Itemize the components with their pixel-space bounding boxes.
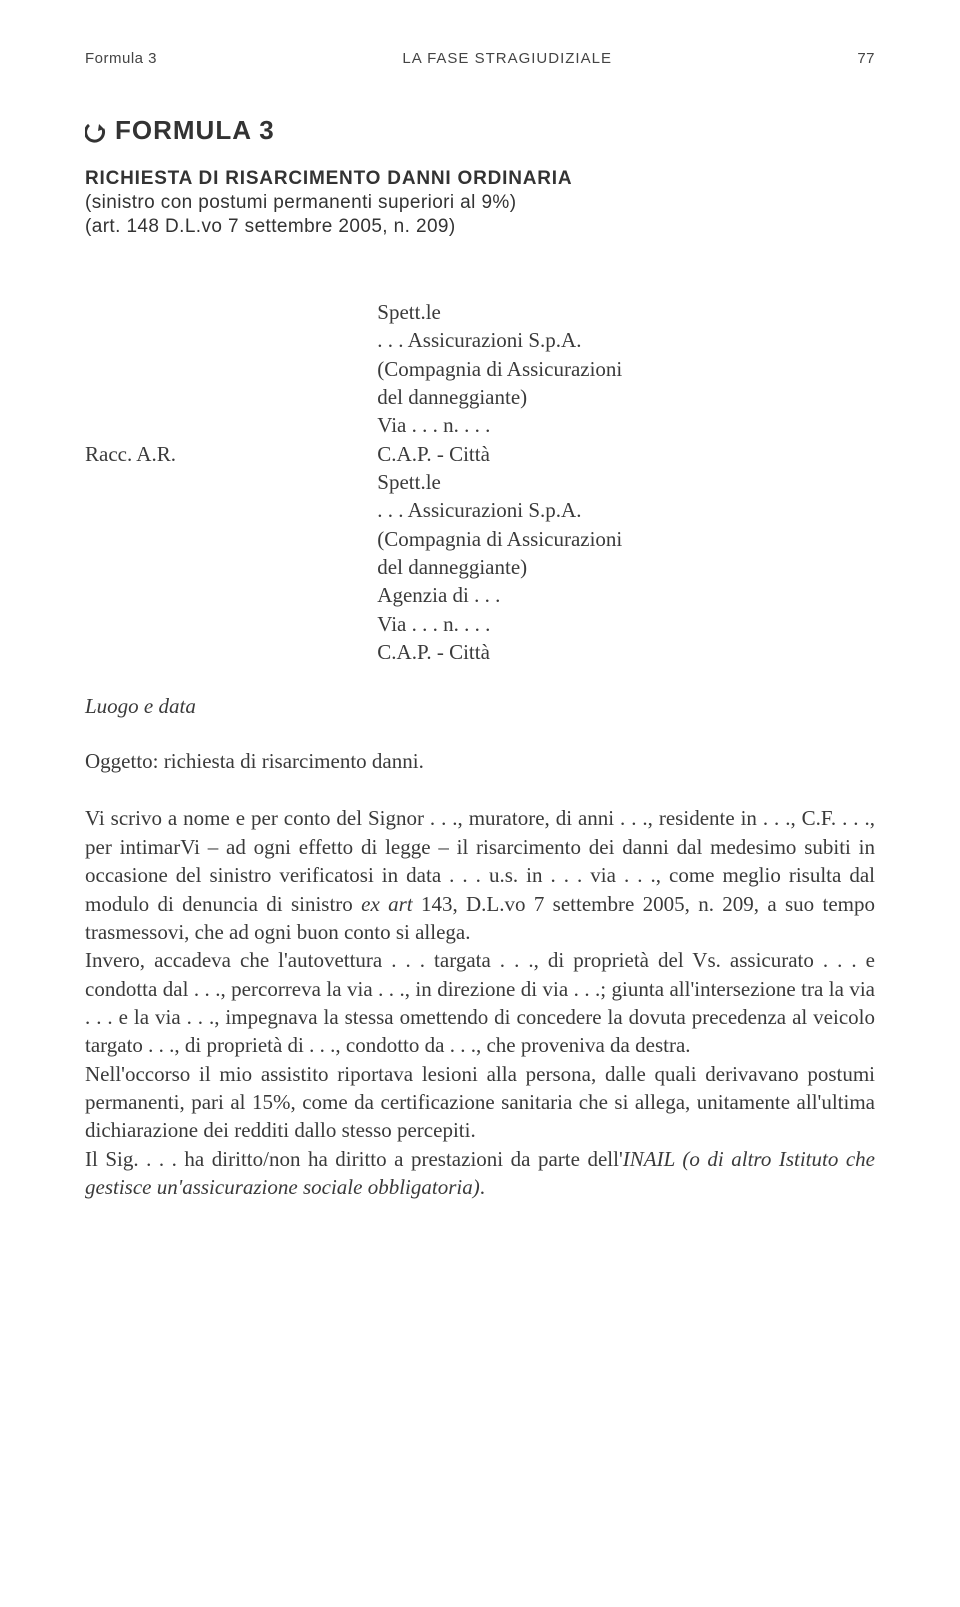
place-and-date: Luogo e data [85, 694, 875, 719]
address-block: Spett.le . . . Assicurazioni S.p.A. (Com… [85, 298, 875, 666]
body-p4-part-b: . [480, 1175, 485, 1199]
addressee-2-line5: Agenzia di . . . [377, 581, 875, 609]
addressee-1-line3: (Compagnia di Assicurazioni [377, 355, 875, 383]
document-reference: (art. 148 D.L.vo 7 settembre 2005, n. 20… [85, 216, 875, 238]
subject-line: Oggetto: richiesta di risarcimento danni… [85, 749, 875, 774]
formula-heading: FORMULA 3 [85, 115, 875, 146]
body-paragraph-4: Il Sig. . . . ha diritto/non ha diritto … [85, 1145, 875, 1202]
addressee-1-line2: . . . Assicurazioni S.p.A. [377, 326, 875, 354]
document-title: RICHIESTA DI RISARCIMENTO DANNI ORDINARI… [85, 168, 875, 190]
formula-heading-text: FORMULA 3 [115, 115, 275, 145]
addressee-2-line4: del danneggiante) [377, 553, 875, 581]
racc-ar-label: Racc. A.R. [85, 440, 377, 468]
addressee-1-line6: C.A.P. - Città [377, 440, 875, 468]
body-paragraph-2: Invero, accadeva che l'autovettura . . .… [85, 946, 875, 1059]
addressee-2-line1: Spett.le [377, 468, 875, 496]
addressee-2-line6: Via . . . n. . . . [377, 610, 875, 638]
header-left: Formula 3 [85, 50, 157, 67]
header-center: LA FASE STRAGIUDIZIALE [402, 50, 612, 67]
curved-arrow-icon [85, 121, 107, 143]
body-p1-italic: ex art [361, 892, 412, 916]
header-page-number: 77 [857, 50, 875, 67]
addressee-2-line2: . . . Assicurazioni S.p.A. [377, 496, 875, 524]
running-header: Formula 3 LA FASE STRAGIUDIZIALE 77 [85, 50, 875, 67]
addressee-1-line4: del danneggiante) [377, 383, 875, 411]
body-paragraph-1: Vi scrivo a nome e per conto del Signor … [85, 804, 875, 946]
body-p4-part-a: Il Sig. . . . ha diritto/non ha diritto … [85, 1147, 623, 1171]
addressee-2-line3: (Compagnia di Assicurazioni [377, 525, 875, 553]
addressee-2-line7: C.A.P. - Città [377, 638, 875, 666]
addressee-1-line5: Via . . . n. . . . [377, 411, 875, 439]
body-paragraph-3: Nell'occorso il mio assistito riportava … [85, 1060, 875, 1145]
addressee-1-line1: Spett.le [377, 298, 875, 326]
document-subtitle: (sinistro con postumi permanenti superio… [85, 192, 875, 214]
